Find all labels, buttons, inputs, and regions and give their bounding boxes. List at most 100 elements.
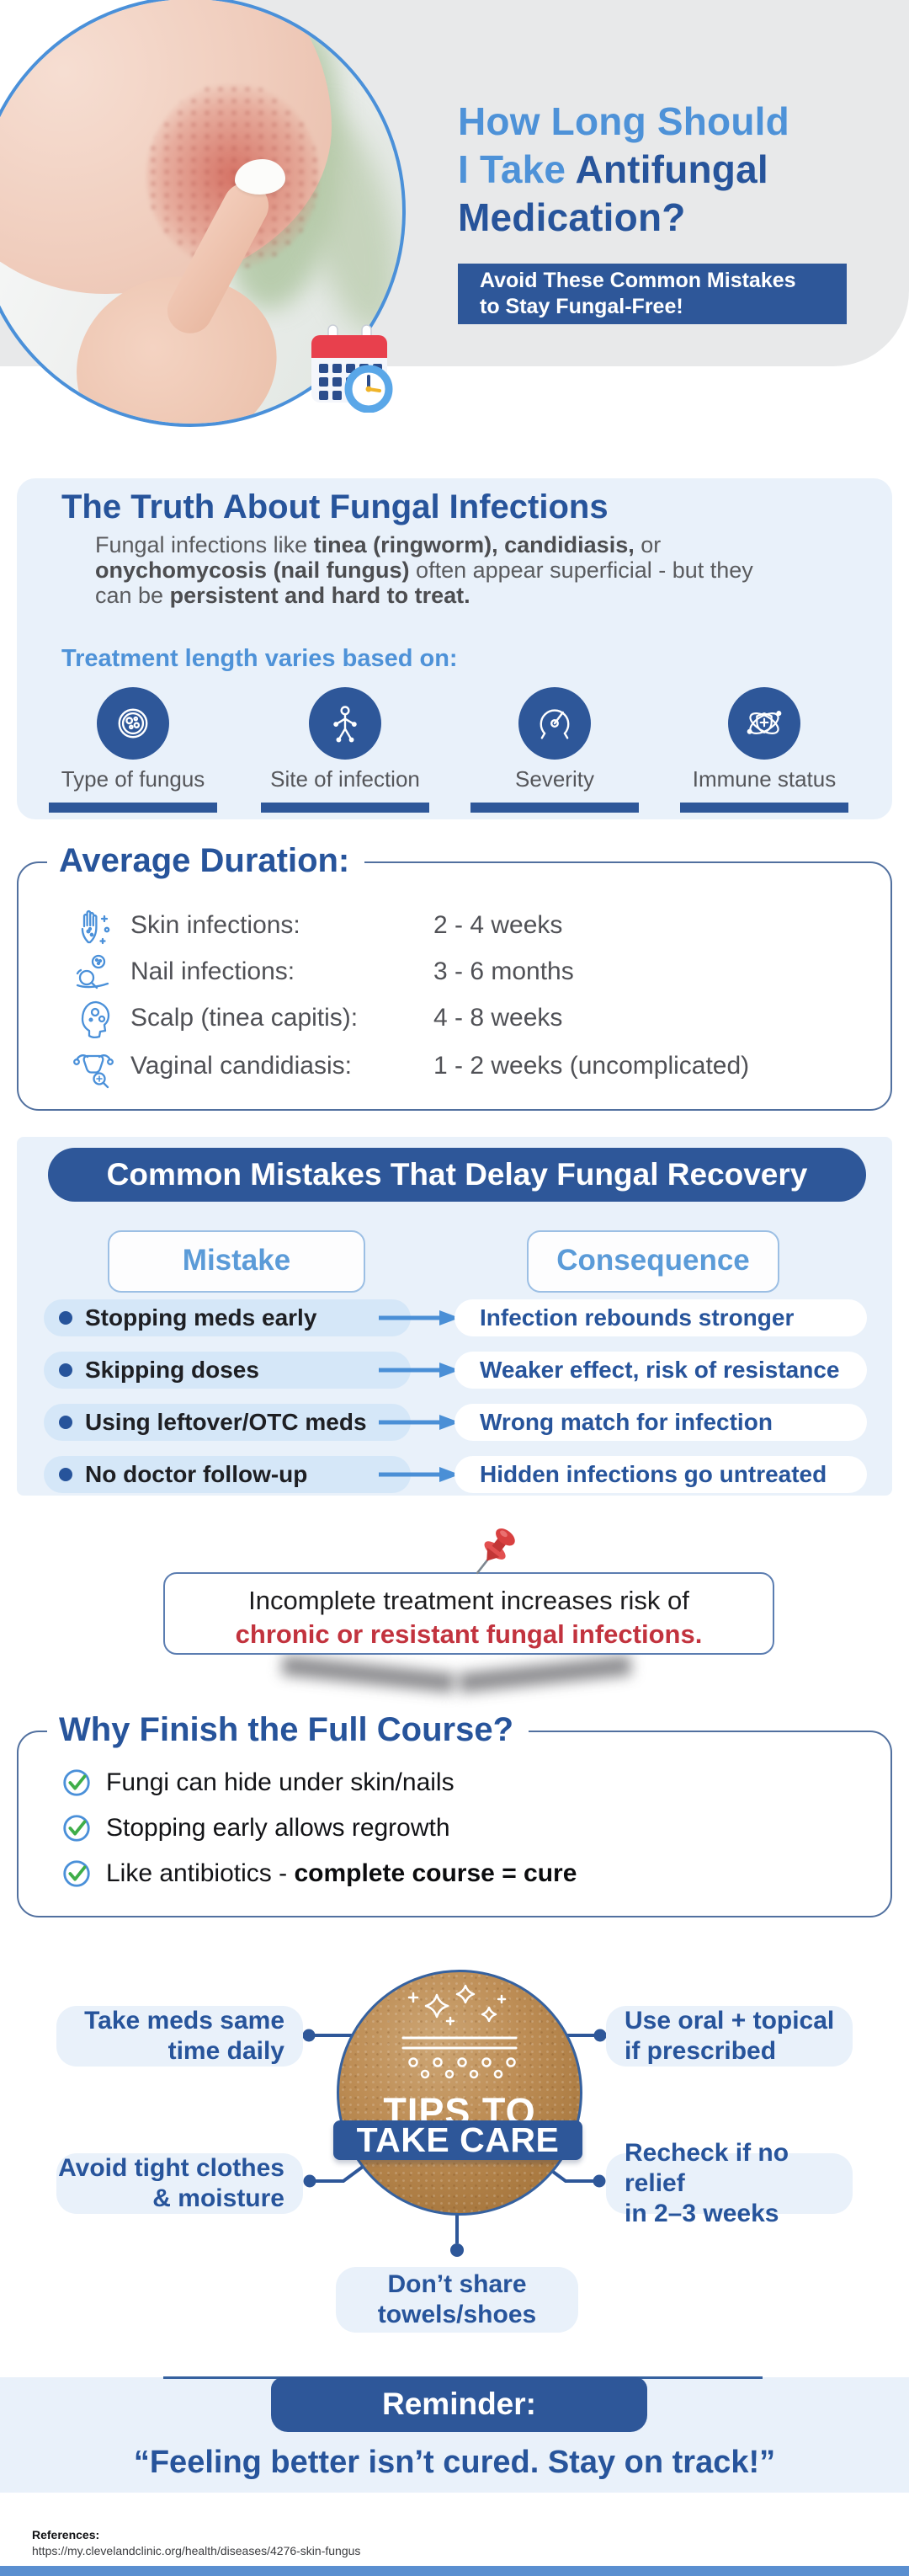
para-bold: tinea (ringworm), candidiasis, bbox=[313, 532, 635, 557]
tip-text: Take meds same bbox=[84, 2007, 284, 2035]
note-shadow bbox=[458, 1655, 632, 1693]
mistake-text: Skipping doses bbox=[85, 1357, 259, 1383]
tip-text: Recheck if no relief bbox=[625, 2139, 789, 2197]
tip-text: Use oral + topical bbox=[625, 2007, 835, 2035]
check-icon bbox=[63, 1860, 90, 1887]
column-header-mistake: Mistake bbox=[108, 1230, 365, 1293]
tip-oral-topical: Use oral + topical if prescribed bbox=[606, 2006, 853, 2067]
title-line2-dark: Antifungal bbox=[575, 147, 768, 191]
factor-label: Type of fungus bbox=[61, 766, 205, 792]
mistake-text: Using leftover/OTC meds bbox=[85, 1409, 367, 1435]
duration-row-value: 1 - 2 weeks (uncomplicated) bbox=[433, 1052, 750, 1080]
title-line3: Medication? bbox=[458, 195, 686, 239]
duration-row-label: Skin infections: bbox=[130, 911, 300, 939]
references-label: References: bbox=[32, 2528, 100, 2541]
title-line1: How Long Should bbox=[458, 99, 789, 143]
course-item: Fungi can hide under skin/nails bbox=[106, 1768, 454, 1797]
mistake-row: Stopping meds early bbox=[44, 1299, 411, 1336]
para-text: Fungal infections like bbox=[95, 532, 314, 557]
mistakes-heading: Common Mistakes That Delay Fungal Recove… bbox=[48, 1148, 866, 1202]
factor-severity: Severity bbox=[454, 687, 656, 813]
warning-line1: Incomplete treatment increases risk of bbox=[248, 1586, 689, 1615]
immune-shield-icon bbox=[728, 687, 800, 760]
tips-title-ribbon: TAKE CARE bbox=[333, 2120, 582, 2160]
tip-dont-share: Don’t share towels/shoes bbox=[336, 2267, 578, 2333]
tip-text: & moisture bbox=[152, 2184, 284, 2212]
duration-row-label: Nail infections: bbox=[130, 957, 295, 985]
calendar-clock-icon bbox=[311, 324, 393, 413]
reminder-quote: “Feeling better isn’t cured. Stay on tra… bbox=[133, 2445, 776, 2480]
bullet-dot bbox=[59, 1311, 72, 1325]
uterus-icon bbox=[73, 1054, 114, 1089]
check-icon bbox=[63, 1769, 90, 1796]
consequence-box: Hidden infections go untreated bbox=[454, 1456, 867, 1493]
bullet-dot bbox=[59, 1416, 72, 1429]
arrow-right-icon bbox=[379, 1467, 460, 1482]
factor-label: Site of infection bbox=[270, 766, 420, 792]
warning-note: Incomplete treatment increases risk of c… bbox=[163, 1572, 774, 1655]
tip-text: if prescribed bbox=[625, 2037, 777, 2065]
badge-line1: Avoid These Common Mistakes bbox=[480, 269, 796, 292]
para-text: can be bbox=[95, 583, 170, 608]
column-header-consequence: Consequence bbox=[527, 1230, 779, 1293]
nail-magnifier-icon bbox=[76, 954, 109, 989]
tip-text: in 2–3 weeks bbox=[625, 2200, 779, 2227]
factor-label: Immune status bbox=[692, 766, 837, 792]
consequence-box: Weaker effect, risk of resistance bbox=[454, 1352, 867, 1389]
body-icon bbox=[309, 687, 381, 760]
para-text: or bbox=[634, 532, 662, 557]
mistake-row: No doctor follow-up bbox=[44, 1456, 411, 1493]
arrow-right-icon bbox=[379, 1415, 460, 1430]
subtitle-badge: Avoid These Common Mistakes to Stay Fung… bbox=[458, 264, 847, 324]
tips-center-circle: TIPS TO bbox=[337, 1970, 582, 2216]
factor-underline bbox=[680, 803, 848, 813]
warning-line2: chronic or resistant fungal infections. bbox=[235, 1619, 703, 1649]
factor-type-of-fungus: Type of fungus bbox=[32, 687, 234, 813]
tip-avoid-tight-clothes: Avoid tight clothes & moisture bbox=[56, 2153, 303, 2214]
duration-row-value: 3 - 6 months bbox=[433, 957, 574, 985]
course-item: Stopping early allows regrowth bbox=[106, 1814, 450, 1843]
bullet-dot bbox=[59, 1468, 72, 1481]
arrow-right-icon bbox=[379, 1363, 460, 1378]
footer-bar bbox=[0, 2566, 909, 2576]
tip-text: towels/shoes bbox=[377, 2301, 537, 2328]
pushpin-icon bbox=[476, 1528, 515, 1575]
duration-row-value: 2 - 4 weeks bbox=[433, 911, 563, 939]
petri-dish-icon bbox=[97, 687, 169, 760]
tip-text: time daily bbox=[167, 2037, 284, 2065]
mistake-row: Using leftover/OTC meds bbox=[44, 1404, 411, 1441]
tip-text: Don’t share bbox=[387, 2270, 527, 2298]
title-line2-light: I Take bbox=[458, 147, 576, 191]
truth-subheading: Treatment length varies based on: bbox=[61, 645, 458, 672]
consequence-box: Infection rebounds stronger bbox=[454, 1299, 867, 1336]
truth-heading: The Truth About Fungal Infections bbox=[61, 488, 609, 525]
tip-recheck: Recheck if no relief in 2–3 weeks bbox=[606, 2139, 853, 2227]
factor-label: Severity bbox=[515, 766, 594, 792]
cream-dollop bbox=[235, 159, 285, 195]
factor-underline bbox=[261, 803, 429, 813]
gauge-icon bbox=[518, 687, 591, 760]
tip-take-meds: Take meds same time daily bbox=[56, 2006, 303, 2067]
references-url: https://my.clevelandclinic.org/health/di… bbox=[32, 2544, 361, 2557]
page-title: How Long Should I Take Antifungal Medica… bbox=[458, 98, 789, 242]
note-shadow bbox=[281, 1655, 455, 1693]
para-text: often appear superficial - but they bbox=[409, 557, 753, 583]
factor-underline bbox=[49, 803, 217, 813]
para-bold: onychomycosis (nail fungus) bbox=[95, 557, 410, 583]
duration-row-label: Vaginal candidiasis: bbox=[130, 1052, 352, 1080]
badge-line2: to Stay Fungal-Free! bbox=[480, 295, 683, 318]
arrow-right-icon bbox=[379, 1310, 460, 1325]
skin-photo-circle bbox=[0, 0, 406, 427]
truth-paragraph: Fungal infections like tinea (ringworm),… bbox=[95, 532, 753, 608]
truth-section: The Truth About Fungal Infections Fungal… bbox=[17, 478, 892, 819]
course-heading: Why Finish the Full Course? bbox=[47, 1711, 529, 1749]
consequence-box: Wrong match for infection bbox=[454, 1404, 867, 1441]
course-item-text: Like antibiotics - bbox=[106, 1859, 295, 1887]
para-bold: persistent and hard to treat. bbox=[169, 583, 470, 608]
bullet-dot bbox=[59, 1363, 72, 1377]
factor-immune-status: Immune status bbox=[663, 687, 865, 813]
mistake-row: Skipping doses bbox=[44, 1352, 411, 1389]
factor-site-of-infection: Site of infection bbox=[244, 687, 446, 813]
duration-row-value: 4 - 8 weeks bbox=[433, 1004, 563, 1032]
